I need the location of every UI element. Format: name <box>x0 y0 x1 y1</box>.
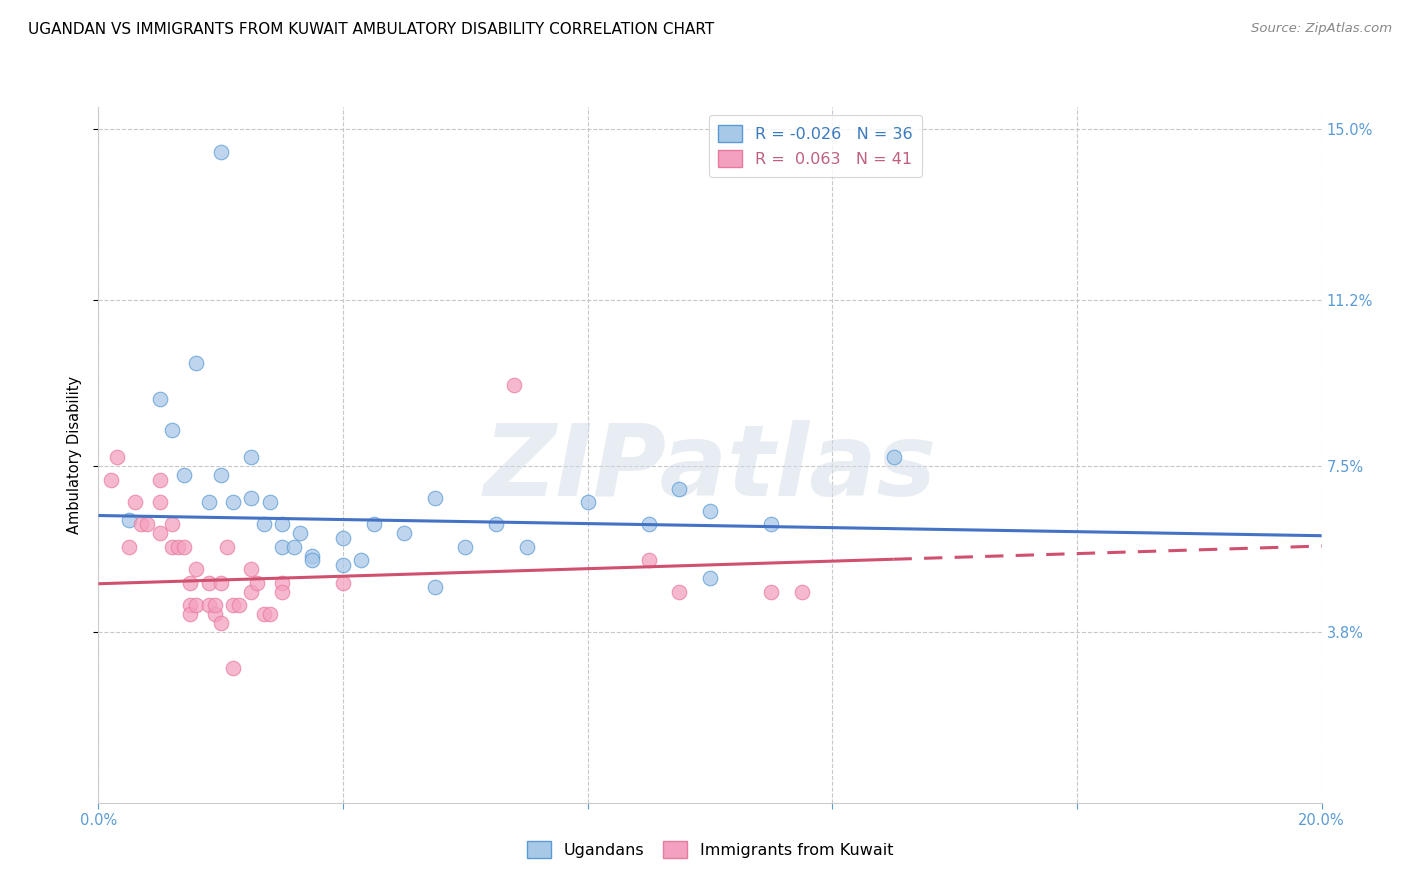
Point <box>173 540 195 554</box>
Point <box>149 392 172 406</box>
Point <box>637 517 661 532</box>
Point <box>240 584 263 599</box>
Point <box>259 495 281 509</box>
Point <box>301 553 323 567</box>
Point <box>222 599 245 613</box>
Point <box>759 584 782 599</box>
Point <box>668 482 690 496</box>
Point <box>270 540 292 554</box>
Point <box>118 540 141 554</box>
Point <box>160 423 183 437</box>
Point <box>186 599 208 613</box>
Legend: Ugandans, Immigrants from Kuwait: Ugandans, Immigrants from Kuwait <box>520 834 900 864</box>
Point <box>105 450 128 465</box>
Point <box>350 553 373 567</box>
Point <box>252 517 274 532</box>
Point <box>240 562 263 576</box>
Point <box>173 468 195 483</box>
Point <box>215 540 238 554</box>
Point <box>160 517 183 532</box>
Point <box>270 575 292 590</box>
Point <box>209 468 232 483</box>
Point <box>222 495 245 509</box>
Point <box>485 517 508 532</box>
Point <box>100 473 122 487</box>
Point <box>228 599 250 613</box>
Point <box>516 540 538 554</box>
Point <box>136 517 159 532</box>
Point <box>149 495 172 509</box>
Point <box>759 517 782 532</box>
Point <box>179 599 201 613</box>
Point <box>392 526 416 541</box>
Point <box>197 575 219 590</box>
Point <box>246 575 269 590</box>
Point <box>222 661 245 675</box>
Point <box>883 450 905 465</box>
Point <box>283 540 305 554</box>
Point <box>204 599 226 613</box>
Point <box>270 517 292 532</box>
Point <box>301 549 323 563</box>
Text: Source: ZipAtlas.com: Source: ZipAtlas.com <box>1251 22 1392 36</box>
Point <box>209 145 232 159</box>
Point <box>149 526 172 541</box>
Point <box>576 495 599 509</box>
Point <box>186 562 208 576</box>
Point <box>363 517 385 532</box>
Point <box>454 540 477 554</box>
Point <box>423 491 446 505</box>
Text: ZIPatlas: ZIPatlas <box>484 420 936 517</box>
Point <box>149 473 172 487</box>
Point <box>503 378 526 392</box>
Point <box>699 571 721 585</box>
Point <box>197 599 219 613</box>
Point <box>240 491 263 505</box>
Point <box>209 616 232 631</box>
Point <box>167 540 190 554</box>
Point <box>186 356 208 370</box>
Point <box>332 531 354 545</box>
Point <box>332 558 354 572</box>
Y-axis label: Ambulatory Disability: Ambulatory Disability <box>67 376 83 534</box>
Point <box>204 607 226 622</box>
Point <box>668 584 690 599</box>
Point <box>179 607 201 622</box>
Point <box>252 607 274 622</box>
Point <box>290 526 312 541</box>
Point <box>197 495 219 509</box>
Point <box>129 517 152 532</box>
Point <box>160 540 183 554</box>
Point <box>124 495 146 509</box>
Point <box>423 580 446 594</box>
Point <box>790 584 813 599</box>
Point <box>209 575 232 590</box>
Point <box>240 450 263 465</box>
Text: UGANDAN VS IMMIGRANTS FROM KUWAIT AMBULATORY DISABILITY CORRELATION CHART: UGANDAN VS IMMIGRANTS FROM KUWAIT AMBULA… <box>28 22 714 37</box>
Point <box>699 504 721 518</box>
Point <box>332 575 354 590</box>
Point <box>179 575 201 590</box>
Point <box>118 513 141 527</box>
Point <box>259 607 281 622</box>
Point <box>270 584 292 599</box>
Point <box>637 553 661 567</box>
